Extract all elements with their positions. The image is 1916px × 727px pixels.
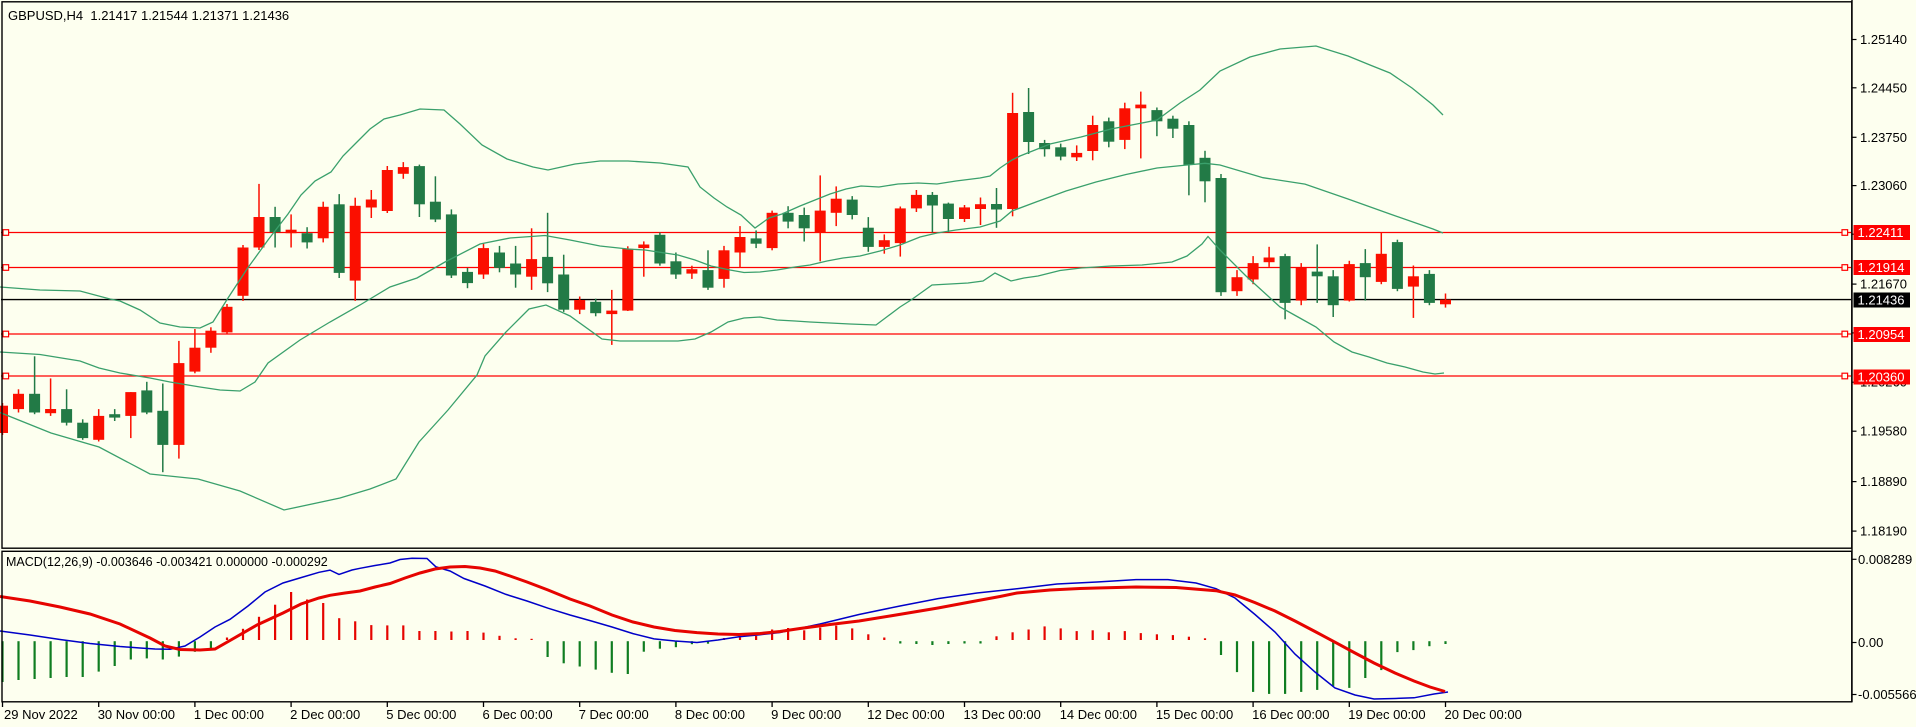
svg-text:13 Dec 00:00: 13 Dec 00:00 (964, 707, 1041, 722)
svg-text:1.21914: 1.21914 (1858, 260, 1905, 275)
svg-text:5 Dec 00:00: 5 Dec 00:00 (386, 707, 456, 722)
svg-text:8 Dec 00:00: 8 Dec 00:00 (675, 707, 745, 722)
svg-text:GBPUSD,H4 1.21417 1.21544 1.2: GBPUSD,H4 1.21417 1.21544 1.21371 1.2143… (8, 8, 289, 23)
svg-text:7 Dec 00:00: 7 Dec 00:00 (579, 707, 649, 722)
svg-text:29 Nov 2022: 29 Nov 2022 (4, 707, 78, 722)
svg-text:1.24450: 1.24450 (1860, 80, 1907, 95)
svg-text:6 Dec 00:00: 6 Dec 00:00 (483, 707, 553, 722)
svg-text:12 Dec 00:00: 12 Dec 00:00 (867, 707, 944, 722)
svg-text:1.18190: 1.18190 (1860, 524, 1907, 539)
svg-text:30 Nov 00:00: 30 Nov 00:00 (98, 707, 175, 722)
svg-text:15 Dec 00:00: 15 Dec 00:00 (1156, 707, 1233, 722)
svg-text:0.008289: 0.008289 (1858, 552, 1912, 567)
svg-text:1.19580: 1.19580 (1860, 424, 1907, 439)
svg-text:19 Dec 00:00: 19 Dec 00:00 (1348, 707, 1425, 722)
svg-text:9 Dec 00:00: 9 Dec 00:00 (771, 707, 841, 722)
svg-text:1.22411: 1.22411 (1858, 225, 1904, 240)
svg-text:1.23060: 1.23060 (1860, 178, 1907, 193)
svg-text:1 Dec 00:00: 1 Dec 00:00 (194, 707, 264, 722)
svg-text:16 Dec 00:00: 16 Dec 00:00 (1252, 707, 1329, 722)
svg-text:1.21670: 1.21670 (1860, 277, 1907, 292)
svg-text:1.25140: 1.25140 (1860, 32, 1907, 47)
svg-text:14 Dec 00:00: 14 Dec 00:00 (1060, 707, 1137, 722)
svg-text:0.00: 0.00 (1858, 635, 1883, 650)
svg-text:1.18890: 1.18890 (1860, 474, 1907, 489)
svg-text:1.23750: 1.23750 (1860, 130, 1907, 145)
svg-text:1.20360: 1.20360 (1858, 370, 1905, 385)
svg-text:2 Dec 00:00: 2 Dec 00:00 (290, 707, 360, 722)
svg-text:20 Dec 00:00: 20 Dec 00:00 (1445, 707, 1522, 722)
svg-text:-0.005566: -0.005566 (1858, 687, 1916, 702)
svg-text:MACD(12,26,9) -0.003646 -0.003: MACD(12,26,9) -0.003646 -0.003421 0.0000… (6, 555, 328, 569)
svg-text:1.20954: 1.20954 (1858, 327, 1905, 342)
svg-text:1.21436: 1.21436 (1858, 293, 1905, 308)
